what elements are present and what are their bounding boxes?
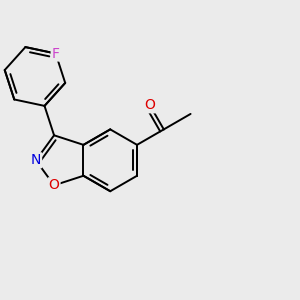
Text: N: N xyxy=(31,153,41,167)
Text: O: O xyxy=(49,178,59,192)
Text: O: O xyxy=(144,98,155,112)
Text: F: F xyxy=(52,46,60,61)
